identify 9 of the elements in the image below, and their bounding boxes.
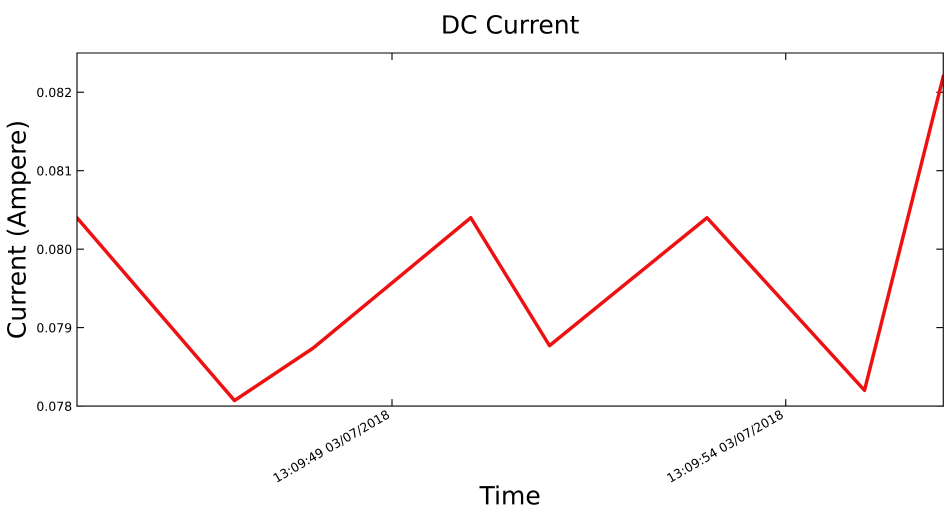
line-series: [77, 74, 944, 402]
chart-title: DC Current: [443, 15, 579, 34]
y-tick-label: 0.081: [37, 166, 71, 176]
y-tick-label: 0.080: [37, 244, 72, 254]
x-axis-title: Time: [479, 485, 540, 505]
y-tick-label: 0.082: [37, 88, 71, 98]
y-axis-title: Current (Ampere): [6, 122, 31, 338]
y-tick-label: 0.078: [37, 402, 72, 411]
y-tick-label: 0.079: [37, 323, 72, 333]
